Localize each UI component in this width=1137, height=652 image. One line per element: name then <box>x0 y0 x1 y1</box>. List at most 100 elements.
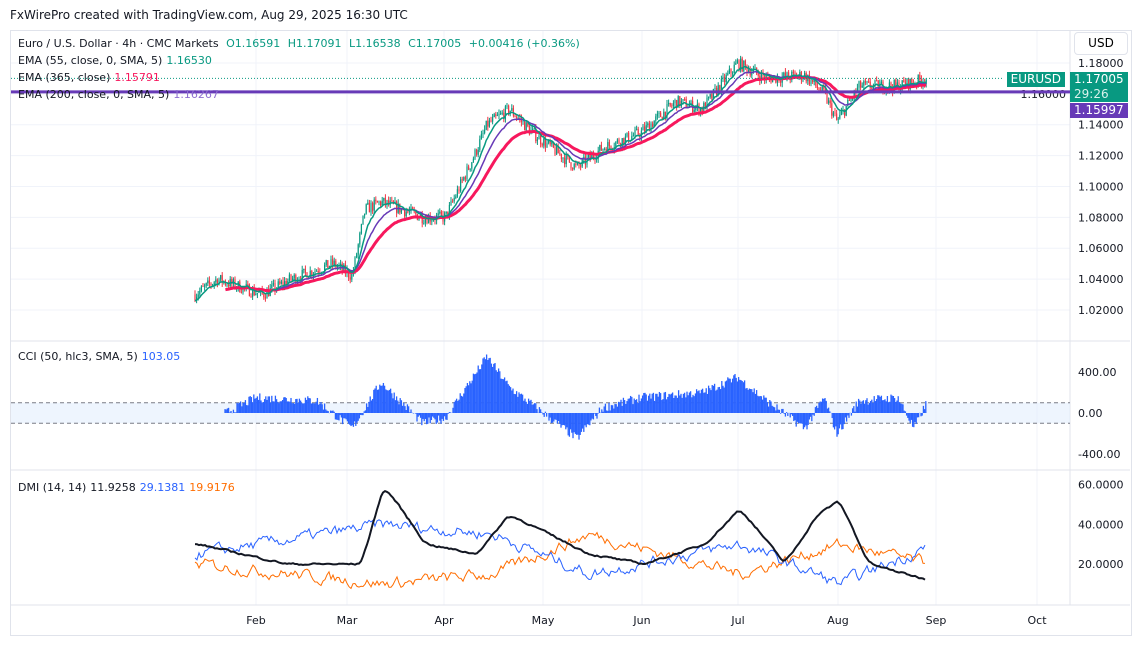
candle-body <box>895 80 897 86</box>
ema200-label: EMA (200, close, 0, SMA, 5) <box>18 88 170 101</box>
candle-body <box>783 72 785 77</box>
candle-body <box>456 189 459 197</box>
candle-body <box>602 148 604 151</box>
symbol-label[interactable]: Euro / U.S. Dollar · 4h · CMC Markets <box>18 37 219 50</box>
candle-body <box>573 163 575 170</box>
time-tick: Mar <box>337 614 358 627</box>
candle-body <box>589 154 591 159</box>
cci-value: 103.05 <box>141 350 181 363</box>
candle-body <box>344 264 347 274</box>
candle-body <box>740 58 742 70</box>
candle-body <box>565 154 567 165</box>
candle-body <box>525 122 527 131</box>
candle-body <box>906 78 908 87</box>
candle-body <box>876 80 878 82</box>
candle-body <box>599 144 601 151</box>
candle-body <box>618 139 620 144</box>
candle-body <box>658 112 660 114</box>
candle-body <box>511 108 513 111</box>
candle-body <box>634 129 636 136</box>
candle-body <box>559 153 561 155</box>
candle-body <box>724 76 726 82</box>
candle-body <box>717 85 719 96</box>
plus-di-value: 29.1381 <box>139 481 186 494</box>
candle-body <box>472 158 475 163</box>
candle-body <box>360 224 363 234</box>
candle-body <box>460 179 462 192</box>
candle-body <box>381 200 383 206</box>
candle-body <box>452 200 454 202</box>
open-value: O1.16591 <box>226 37 281 50</box>
currency-button[interactable]: USD <box>1074 32 1128 55</box>
candle-body <box>458 189 460 192</box>
candle-body <box>576 163 579 165</box>
minus-di-value: 19.9176 <box>189 481 235 494</box>
candle-body <box>808 74 811 85</box>
price-tick: 1.12000 <box>1078 150 1124 163</box>
candle-body <box>656 113 659 117</box>
candle-body <box>607 142 609 153</box>
candle-body <box>751 72 753 76</box>
candle-body <box>672 103 675 106</box>
candle-body <box>698 103 700 114</box>
candle-body <box>543 138 545 146</box>
dmi-legend[interactable]: DMI (14, 14) 11.9258 29.1381 19.9176 <box>18 481 239 494</box>
price-tick: 1.14000 <box>1078 119 1124 132</box>
cci-legend[interactable]: CCI (50, hlc3, SMA, 5) 103.05 <box>18 350 184 363</box>
candle-body <box>719 85 721 92</box>
candle-body <box>743 60 745 72</box>
candle-body <box>711 94 713 99</box>
candle-body <box>592 154 595 158</box>
candle-body <box>863 81 865 86</box>
candle-body <box>255 293 257 295</box>
candle-body <box>295 274 297 284</box>
candle-body <box>832 112 835 116</box>
candle-body <box>205 283 207 286</box>
candle-body <box>919 74 921 80</box>
candle-body <box>636 128 638 130</box>
price-tick: 1.04000 <box>1078 273 1124 286</box>
candle-body <box>466 166 468 180</box>
candle-body <box>647 123 649 126</box>
candle-body <box>704 102 707 110</box>
candle-body <box>391 200 393 202</box>
plus-di-line <box>194 519 926 586</box>
candle-body <box>426 218 428 224</box>
ema55-legend[interactable]: EMA (55, close, 0, SMA, 5) 1.16530 <box>18 54 216 67</box>
candle-body <box>548 140 550 143</box>
candle-body <box>727 73 729 75</box>
candle-body <box>690 100 692 105</box>
candle-body <box>199 290 201 295</box>
candle-body <box>208 280 211 284</box>
candle-body <box>448 204 451 216</box>
candle-body <box>626 132 628 137</box>
ema200-legend[interactable]: EMA (200, close, 0, SMA, 5) 1.16267 <box>18 88 223 101</box>
candle-body <box>880 81 883 84</box>
candle-body <box>349 277 351 280</box>
candle-body <box>317 271 319 273</box>
candle-body <box>861 85 863 88</box>
candle-body <box>866 81 868 83</box>
candle-body <box>500 113 502 115</box>
candle-body <box>362 215 364 225</box>
candle-body <box>359 233 361 245</box>
ema365-legend[interactable]: EMA (365, close) 1.15791 <box>18 71 164 84</box>
candle-body <box>911 78 913 83</box>
candle-body <box>684 99 686 101</box>
candle-body <box>676 100 678 108</box>
candle-body <box>471 162 473 169</box>
candle-body <box>248 284 251 297</box>
candle-body <box>354 257 356 271</box>
candle-body <box>469 168 471 170</box>
candle-body <box>284 281 286 286</box>
candle-body <box>325 260 327 265</box>
candle-body <box>757 72 759 76</box>
candle-body <box>495 114 497 116</box>
candle-body <box>453 198 455 202</box>
candle-body <box>816 85 819 89</box>
candle-body <box>700 108 702 114</box>
candle-body <box>484 129 486 134</box>
candle-body <box>488 120 491 127</box>
candle-body <box>584 156 587 165</box>
